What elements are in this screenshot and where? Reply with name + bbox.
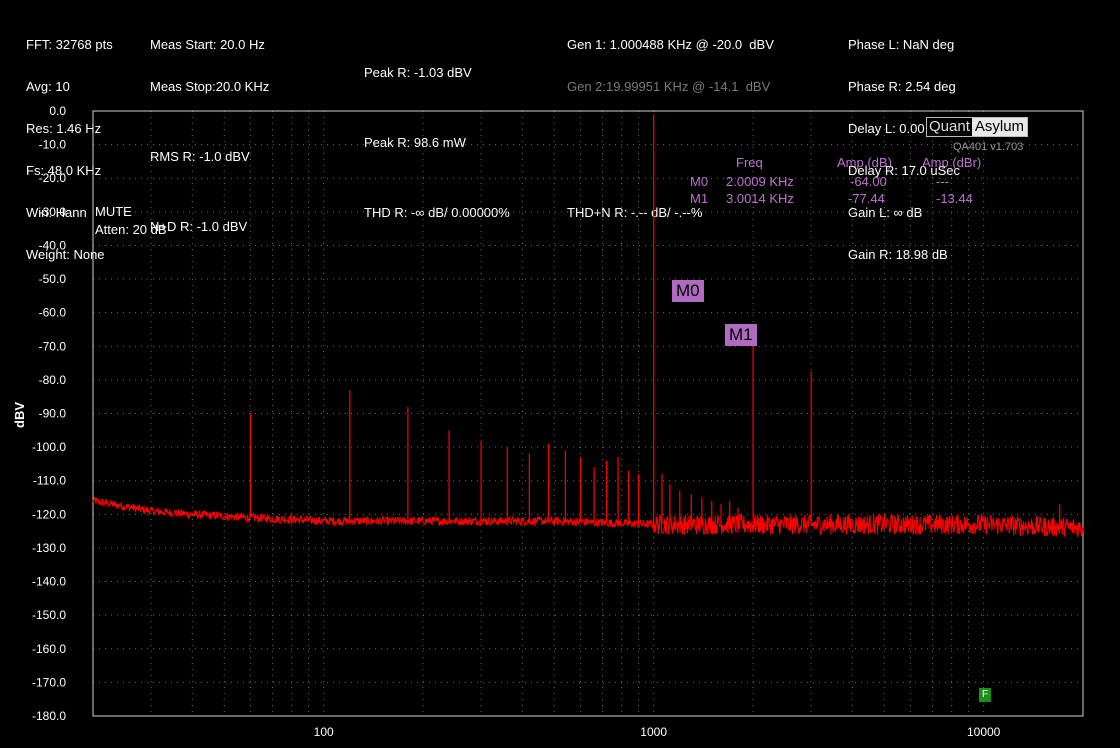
version-label: QA401 v1.703	[953, 141, 1024, 153]
header-col-5: Phase L: NaN deg Phase R: 2.54 deg Delay…	[848, 10, 960, 276]
marker-header-freq: Freq	[736, 155, 763, 170]
header-line: FFT: 32768 pts	[26, 37, 113, 52]
header-line: Delay R: 17.0 uSec	[848, 163, 961, 178]
marker-row-name: M0	[690, 174, 708, 189]
marker-tag-m1[interactable]: M1	[725, 324, 757, 346]
header-line: Meas Start: 20.0 Hz	[150, 37, 265, 52]
header-line: Res: 1.46 Hz	[26, 121, 102, 136]
y-tick-label: -130.0	[32, 541, 66, 555]
x-tick-label: 10000	[967, 725, 1001, 739]
plot-frame	[92, 110, 1084, 717]
y-tick-label: -140.0	[32, 575, 66, 589]
header-line: Win: Hann	[26, 205, 87, 220]
marker-table: Freq Amp (dB) Amp (dBr) M0 2.0009 KHz -6…	[690, 155, 981, 206]
f-tag[interactable]: F	[979, 688, 991, 702]
logo-text-left: Quant	[927, 118, 972, 136]
quantasylum-logo: Quant Asylum	[926, 117, 1029, 137]
y-axis: 0.0 -10.0 -20.0 -30.0 -40.0 -50.0 -60.0 -70.0 -8…	[32, 104, 66, 723]
marker-row-freq: 2.0009 KHz	[726, 174, 794, 189]
mute-label: MUTE	[95, 204, 132, 219]
y-tick-label: -180.0	[32, 709, 66, 723]
header-line: Gen 1: 1.000488 KHz @ -20.0 dBV	[567, 37, 774, 52]
y-tick-label: -110.0	[33, 474, 66, 488]
header-line: Weight: None	[26, 247, 105, 262]
y-tick-label: -10.0	[39, 138, 67, 152]
header-line: THD R: -∞ dB/ 0.00000%	[364, 205, 510, 220]
header-line: Peak R: -1.03 dBV	[364, 65, 472, 80]
y-tick-label: -160.0	[32, 642, 66, 656]
noise-floor-line	[92, 496, 1084, 538]
grid	[93, 110, 1083, 717]
y-tick-label: -30.0	[39, 205, 67, 219]
header-col-2: Meas Start: 20.0 Hz Meas Stop:20.0 KHz R…	[150, 10, 269, 248]
y-tick-label: 0.0	[49, 104, 66, 118]
y-tick-label: -20.0	[39, 171, 67, 185]
header-col-1: FFT: 32768 pts Avg: 10 Res: 1.46 Hz Fs: …	[26, 10, 113, 276]
marker-row-freq: 3.0014 KHz	[726, 191, 794, 206]
y-tick-label: -170.0	[32, 675, 66, 689]
atten-label: Atten: 20 dB	[95, 222, 167, 237]
marker-header-ampr: Amp (dBr)	[922, 155, 981, 170]
y-axis-label: dBV	[12, 402, 27, 428]
header-col-3: Peak R: -1.03 dBV Peak R: 98.6 mW THD R:…	[364, 10, 510, 234]
marker-row-amp: -64.00	[850, 174, 887, 189]
y-tick-label: -90.0	[39, 407, 67, 421]
x-tick-label: 1000	[640, 725, 667, 739]
header-line: Avg: 10	[26, 79, 70, 94]
y-tick-label: -100.0	[32, 440, 66, 454]
header-line: Fs: 48.0 KHz	[26, 163, 102, 178]
header-line: Meas Stop:20.0 KHz	[150, 79, 270, 94]
header-line: RMS R: -1.0 dBV	[150, 149, 250, 164]
header-line: THD+N R: -.-- dB/ -.--%	[567, 205, 703, 220]
marker-tag-m0[interactable]: M0	[672, 280, 704, 302]
y-tick-label: -50.0	[39, 272, 67, 286]
spectrum-series	[92, 114, 1084, 538]
header-line: N+D R: -1.0 dBV	[150, 219, 248, 234]
marker-row-ampr: -13.44	[936, 191, 973, 206]
x-axis: 100 1000 10000	[314, 725, 1001, 739]
y-tick-label: -40.0	[39, 238, 67, 252]
header-line: Phase R: 2.54 deg	[848, 79, 956, 94]
marker-row-amp: -77.44	[848, 191, 885, 206]
y-tick-label: -70.0	[39, 339, 67, 353]
header-line: Gain R: 18.98 dB	[848, 247, 948, 262]
x-tick-label: 100	[314, 725, 334, 739]
logo-text-right: Asylum	[971, 118, 1028, 136]
header-line-gen2: Gen 2:19.99951 KHz @ -14.1 dBV	[567, 79, 771, 94]
marker-row-name: M1	[690, 191, 708, 206]
header-line: Phase L: NaN deg	[848, 37, 955, 52]
y-tick-label: -120.0	[32, 507, 66, 521]
header-line: Gain L: ∞ dB	[848, 205, 923, 220]
y-tick-label: -150.0	[32, 608, 66, 622]
y-tick-label: -60.0	[39, 306, 67, 320]
header-col-4: Gen 1: 1.000488 KHz @ -20.0 dBV Gen 2:19…	[567, 10, 774, 234]
marker-row-ampr: ---	[936, 174, 949, 189]
y-tick-label: -80.0	[39, 373, 67, 387]
header-line: Peak R: 98.6 mW	[364, 135, 466, 150]
marker-header-amp: Amp (dB)	[837, 155, 892, 170]
